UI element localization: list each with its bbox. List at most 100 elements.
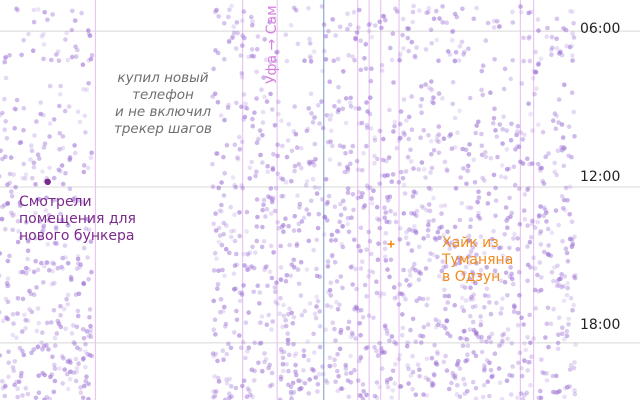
step-dot	[301, 215, 307, 221]
step-dot	[563, 246, 569, 251]
step-dot	[487, 360, 492, 366]
step-dot	[21, 127, 26, 133]
step-dot	[34, 119, 39, 124]
y-tick-label-06: 06:00	[580, 21, 620, 37]
step-dot	[79, 10, 84, 16]
step-dot	[519, 9, 524, 15]
step-dot	[82, 113, 88, 119]
step-dot	[61, 306, 67, 312]
step-dot	[210, 184, 216, 189]
step-dot	[479, 143, 485, 149]
step-dot	[84, 87, 89, 92]
step-dot	[312, 114, 318, 120]
step-dot	[250, 116, 255, 122]
step-dot	[303, 182, 309, 188]
step-dot	[356, 106, 362, 111]
step-dot	[42, 141, 48, 146]
step-dot	[230, 175, 236, 180]
step-dot	[291, 315, 297, 320]
step-dot	[274, 280, 279, 286]
step-dot	[239, 139, 245, 145]
step-dot	[288, 23, 294, 28]
step-dot	[374, 290, 380, 296]
step-dot	[288, 273, 294, 279]
step-dot	[359, 194, 364, 200]
step-dot	[233, 46, 239, 51]
step-dot	[391, 129, 396, 134]
step-dot	[260, 133, 265, 138]
step-dot	[556, 222, 561, 228]
step-dot	[546, 252, 551, 258]
step-dot	[328, 304, 334, 310]
step-dot	[216, 185, 222, 191]
step-dot	[307, 41, 313, 46]
step-dot	[377, 225, 383, 231]
step-dot	[564, 333, 570, 339]
step-dot	[285, 337, 291, 343]
step-dot	[447, 241, 452, 247]
step-dot	[532, 91, 537, 97]
step-dot	[543, 208, 548, 213]
step-dot	[366, 28, 372, 34]
step-dot	[448, 132, 454, 137]
step-dot	[301, 348, 307, 353]
step-dot	[283, 323, 289, 329]
step-dot	[33, 258, 38, 264]
step-dot	[471, 350, 476, 355]
step-dot	[428, 251, 433, 256]
step-dot	[548, 47, 554, 53]
step-dot	[294, 372, 299, 378]
step-dot	[411, 211, 417, 216]
step-dot	[268, 91, 273, 97]
step-dot	[367, 21, 373, 27]
step-dot	[508, 214, 513, 219]
step-dot	[518, 4, 523, 9]
step-dot	[348, 161, 353, 167]
step-dot	[562, 208, 568, 213]
step-dot	[406, 48, 412, 54]
step-dot	[424, 393, 430, 398]
step-dot	[268, 186, 274, 191]
step-dot	[3, 384, 8, 389]
step-dot	[445, 300, 451, 305]
step-dot	[268, 195, 273, 201]
step-dot	[247, 388, 252, 394]
step-dot	[279, 193, 285, 199]
step-dot	[280, 361, 286, 367]
step-dot	[296, 281, 302, 287]
step-dot	[3, 296, 9, 302]
step-dot	[49, 320, 54, 325]
step-dot	[433, 237, 439, 243]
step-dot	[389, 179, 395, 184]
step-dot	[390, 172, 396, 177]
step-dot	[449, 240, 455, 245]
step-dot	[354, 30, 360, 35]
step-dot	[11, 212, 17, 217]
step-dot	[291, 257, 297, 263]
step-dot	[210, 161, 215, 167]
step-dot	[521, 322, 526, 327]
step-dot	[493, 198, 499, 203]
step-dot	[281, 223, 286, 228]
step-dot	[216, 185, 221, 191]
step-dot	[211, 389, 216, 394]
step-dot	[541, 371, 547, 376]
step-dot	[239, 290, 245, 296]
step-dot	[564, 384, 570, 390]
step-dot	[10, 213, 15, 219]
step-dot	[255, 34, 261, 39]
step-dot	[241, 251, 246, 257]
step-dot	[220, 348, 226, 354]
step-dot	[254, 46, 260, 52]
step-dot	[482, 363, 487, 368]
step-dot	[429, 79, 434, 84]
step-dot	[302, 308, 308, 314]
step-dot	[487, 393, 492, 399]
step-dot	[519, 366, 524, 371]
step-dot	[343, 151, 348, 156]
step-dot	[400, 176, 406, 181]
step-dot	[227, 7, 232, 13]
step-dot	[429, 380, 435, 386]
step-dot	[75, 256, 81, 262]
step-dot	[306, 5, 311, 11]
